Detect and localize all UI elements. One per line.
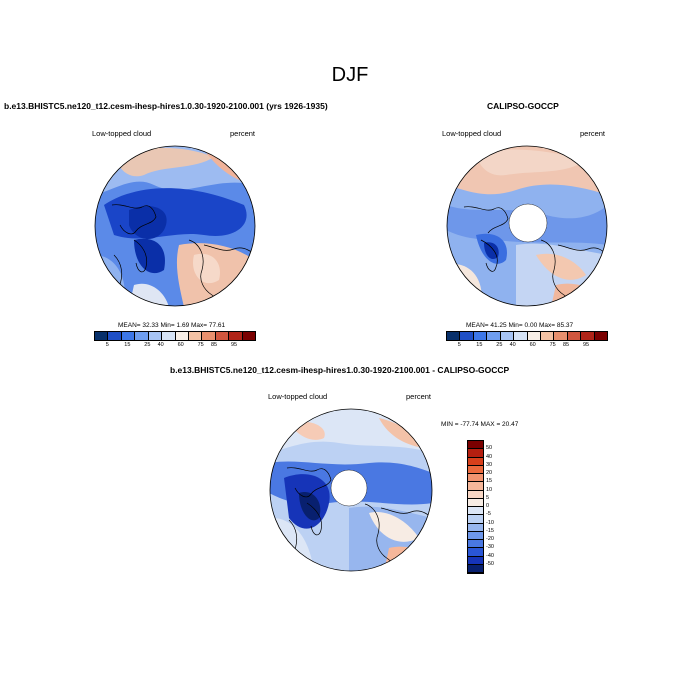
colorbar-swatch [468,523,483,532]
colorbar-tick-label: -50 [486,560,494,567]
left-colorbar [94,331,256,341]
colorbar-swatch [468,548,483,557]
left-panel-units: percent [230,129,256,138]
colorbar-swatch [242,332,256,340]
colorbar-tick-label: -30 [486,544,494,551]
colorbar-tick-label: 40 [486,453,493,460]
diff-polar-map [269,408,433,572]
colorbar-swatch [202,332,216,340]
colorbar-tick-label: 60 [177,342,184,348]
colorbar-tick-label: 50 [486,445,493,452]
right-panel-units: percent [580,129,606,138]
colorbar-tick-label: 15 [476,342,483,348]
colorbar-swatch [527,332,541,340]
colorbar-swatch [567,332,582,340]
colorbar-swatch [188,332,203,340]
colorbar-tick-label: 25 [144,342,151,348]
colorbar-tick-label: 75 [549,342,556,348]
colorbar-tick-label: 0 [486,503,490,509]
colorbar-swatch [162,332,176,340]
left-panel-stats: MEAN= 32.33 Min= 1.69 Max= 77.61 [118,322,226,329]
colorbar-swatch [554,332,568,340]
colorbar-swatch [468,457,483,466]
colorbar-swatch [229,332,243,340]
right-panel-variable: Low-topped cloud [442,129,502,138]
colorbar-swatch [460,332,474,340]
colorbar-swatch [108,332,122,340]
colorbar-swatch [594,332,608,340]
colorbar-tick-label: -20 [486,536,494,542]
colorbar-tick-label: 95 [230,342,238,348]
colorbar-swatch [468,449,483,458]
colorbar-swatch [468,531,483,540]
diff-panel-variable: Low-topped cloud [268,392,328,401]
left-colorbar-labels: 5 15 25 40 60 75 85 95 [94,342,254,350]
diff-panel-title: b.e13.BHISTC5.ne120_t12.cesm-ihesp-hires… [170,365,510,375]
colorbar-swatch [468,482,483,491]
colorbar-swatch [468,515,483,524]
colorbar-swatch [468,441,483,450]
colorbar-tick-label: 20 [486,470,493,476]
colorbar-tick-label: 5 [457,342,461,348]
right-panel-stats: MEAN= 41.25 Min= 0.00 Max= 85.37 [466,322,574,329]
diff-colorbar-labels: 50 40 30 20 15 10 5 0 -5 -10 -15 -20 -30 -40 -50 [486,440,526,572]
right-polar-map [446,145,608,307]
figure-title: DJF [331,64,369,86]
colorbar-tick-label: 5 [486,494,490,501]
colorbar-swatch [468,564,483,573]
colorbar-tick-label: 40 [509,342,516,348]
colorbar-swatch [447,332,461,340]
colorbar-swatch [215,332,230,340]
colorbar-swatch [95,332,109,340]
colorbar-swatch [487,332,501,340]
colorbar-swatch [468,556,483,565]
colorbar-tick-label: -40 [486,552,494,559]
right-panel-title: CALIPSO-GOCCP [487,101,559,111]
colorbar-swatch [500,332,515,340]
colorbar-tick-label: 85 [562,342,570,348]
colorbar-swatch [468,490,483,499]
diff-colorbar [467,440,484,574]
colorbar-tick-label: 5 [105,342,109,348]
colorbar-swatch [468,465,483,474]
colorbar-swatch [121,332,136,340]
left-polar-map [94,145,256,307]
colorbar-tick-label: 75 [197,342,204,348]
colorbar-tick-label: 15 [486,478,493,485]
colorbar-tick-label: 95 [582,342,590,348]
colorbar-swatch [473,332,488,340]
colorbar-swatch [468,498,483,507]
diff-panel-units: percent [406,392,432,401]
colorbar-swatch [468,507,483,516]
right-colorbar [446,331,608,341]
colorbar-swatch [581,332,595,340]
colorbar-swatch [468,474,483,483]
colorbar-tick-label: 25 [496,342,503,348]
left-panel-variable: Low-topped cloud [92,129,152,138]
colorbar-swatch [148,332,163,340]
colorbar-swatch [540,332,555,340]
colorbar-swatch [175,332,189,340]
left-panel-title: b.e13.BHISTC5.ne120_t12.cesm-ihesp-hires… [4,101,328,111]
colorbar-tick-label: -15 [486,527,494,534]
colorbar-tick-label: 60 [529,342,536,348]
diff-panel-stats: MIN = -77.74 MAX = 20.47 [441,421,519,428]
colorbar-tick-label: -10 [486,519,494,526]
colorbar-tick-label: 85 [210,342,218,348]
colorbar-swatch [468,540,483,549]
colorbar-tick-label: 40 [157,342,164,348]
colorbar-tick-label: 15 [124,342,131,348]
colorbar-tick-label: 10 [486,486,493,493]
colorbar-tick-label: 30 [486,461,493,468]
colorbar-swatch [135,332,149,340]
colorbar-tick-label: -5 [486,511,491,518]
right-colorbar-labels: 5 15 25 40 60 75 85 95 [446,342,606,350]
colorbar-swatch [514,332,528,340]
